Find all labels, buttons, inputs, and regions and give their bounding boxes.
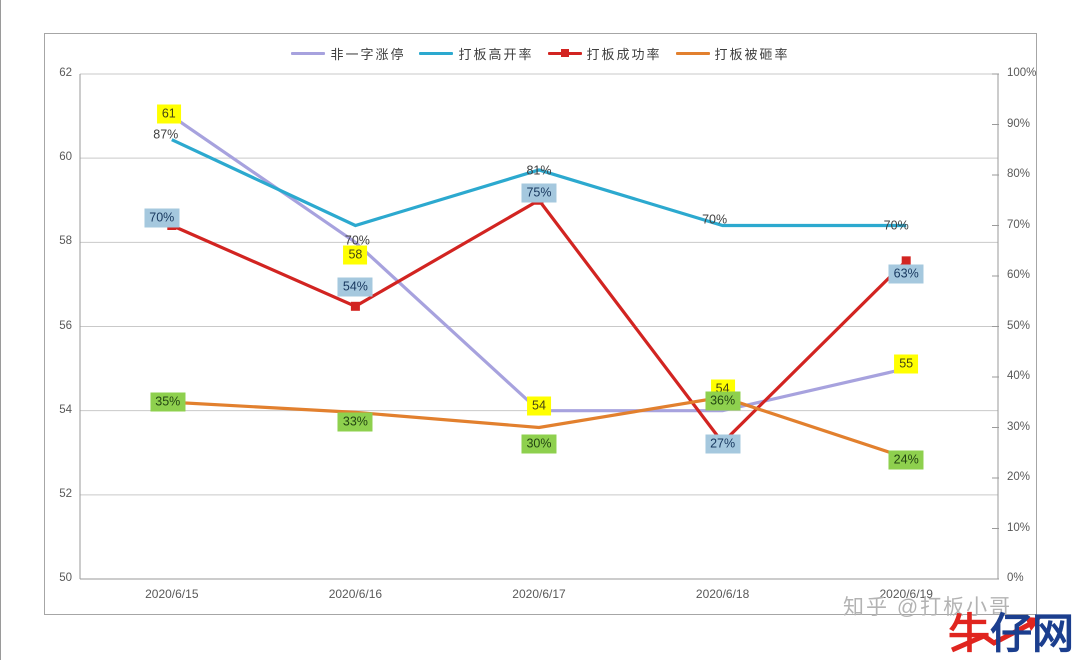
legend-item: 打板成功率 (547, 44, 662, 63)
legend-item: 非一字涨停 (291, 44, 405, 63)
legend-square-marker (560, 49, 569, 57)
legend-item: 打板高开率 (419, 44, 533, 63)
y-axis-right-tick: 10% (1007, 521, 1031, 534)
y-axis-right-tick: 80% (1007, 168, 1031, 180)
legend-label: 非一字涨停 (330, 47, 406, 62)
logo-rising-arrow-icon (950, 617, 1041, 653)
data-label-非一字涨停: 55 (894, 354, 919, 374)
y-axis-right-tick: 30% (1007, 420, 1031, 433)
data-label-打板成功率: 75% (521, 183, 557, 203)
x-axis-label: 2020/6/17 (512, 587, 566, 601)
legend-line-swatch (547, 49, 582, 57)
y-axis-right-tick: 40% (1007, 370, 1031, 382)
chart-card: 非一字涨停 打板高开率 打板成功率 打板被砸率 50 52 54 56 58 60 62 0% 10%… (44, 33, 1037, 615)
x-axis-label: 2020/6/18 (695, 587, 750, 601)
chart-legend: 非一字涨停 打板高开率 打板成功率 打板被砸率 (45, 44, 1036, 63)
data-label-打板高开率: 70% (344, 233, 370, 247)
data-label-非一字涨停: 61 (156, 104, 181, 124)
data-label-打板成功率: 27% (705, 434, 741, 454)
y-axis-left-tick: 58 (59, 235, 72, 248)
y-axis-left-tick: 50 (59, 572, 72, 584)
data-label-非一字涨停: 54 (527, 396, 551, 416)
y-axis-right-tick: 70% (1007, 218, 1031, 231)
watermark: 知乎 @打板小哥 (843, 596, 1013, 619)
y-axis-right-tick: 60% (1007, 269, 1031, 281)
y-axis-left-tick: 56 (59, 319, 72, 332)
brand-logo: 牛仔网 (948, 610, 1079, 660)
legend-label: 打板高开率 (458, 47, 534, 62)
x-axis-label: 2020/6/19 (879, 587, 933, 601)
plot-area: 50 52 54 56 58 60 62 0% 10% 20% 30% 40% 50% 60% 70% 80%… (45, 34, 1038, 616)
x-axis-label: 2020/6/16 (328, 587, 383, 601)
legend-label: 打板成功率 (586, 47, 662, 62)
y-axis-right-tick: 0% (1007, 572, 1024, 584)
series-line-非一字涨停 (170, 114, 907, 413)
series-line-打板被砸率 (171, 395, 907, 460)
page-left-border (0, 0, 1, 660)
y-axis-right-tick: 90% (1007, 117, 1031, 130)
y-axis-left-tick: 52 (59, 487, 72, 500)
data-label-打板高开率: 70% (702, 212, 728, 226)
data-label-打板成功率: 54% (337, 277, 373, 297)
logo-text-blue: 仔网 (990, 610, 1075, 657)
data-label-打板高开率: 70% (883, 218, 909, 232)
data-label-打板被砸率: 35% (150, 392, 186, 412)
series-marker-square (901, 256, 911, 266)
data-label-打板成功率: 70% (144, 208, 180, 227)
data-label-打板高开率: 81% (526, 163, 552, 178)
data-label-打板被砸率: 24% (888, 450, 924, 470)
series-marker-square (350, 301, 360, 311)
y-axis-right-tick: 50% (1007, 319, 1031, 332)
series-line-打板高开率 (171, 138, 907, 228)
data-label-非一字涨停: 58 (343, 245, 368, 265)
data-label-打板被砸率: 33% (337, 412, 373, 432)
y-axis-left-tick: 62 (59, 67, 72, 79)
y-axis-left-tick: 54 (59, 403, 72, 416)
legend-line-swatch (419, 52, 454, 55)
logo-text-red: 牛 (948, 610, 991, 657)
legend-label: 打板被砸率 (714, 47, 790, 62)
legend-line-swatch (675, 52, 710, 55)
data-label-打板被砸率: 30% (521, 434, 557, 453)
data-label-打板被砸率: 36% (705, 391, 741, 411)
legend-item: 打板被砸率 (675, 44, 790, 63)
legend-line-swatch (291, 52, 326, 55)
x-axis-label: 2020/6/15 (145, 587, 199, 601)
data-label-打板成功率: 63% (888, 264, 924, 284)
y-axis-left-tick: 60 (59, 151, 72, 164)
y-axis-right-tick: 20% (1007, 471, 1031, 483)
chart-canvas (79, 73, 999, 580)
data-label-打板高开率: 87% (153, 127, 179, 142)
y-axis-right-tick: 100% (1007, 67, 1037, 79)
